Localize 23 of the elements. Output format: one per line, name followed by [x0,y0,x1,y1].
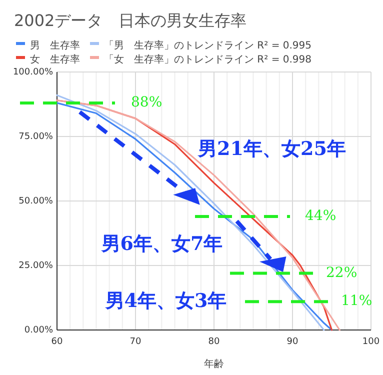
x-tick-label: 60 [51,337,63,347]
annotation: 男6年、女7年 [100,232,223,255]
x-tick-label: 70 [130,337,142,347]
legend-label: 「男 生存率」のトレンドライン R² = 0.995 [104,40,312,52]
y-tick-label: 100.00% [12,67,54,78]
ref-line-label: 88% [131,94,162,111]
chart-title: 2002データ 日本の男女生存率 [14,11,247,30]
x-tick-label: 80 [208,337,220,347]
y-tick-label: 50.00% [18,196,54,206]
x-tick-label: 90 [286,337,298,347]
ref-line-label: 22% [326,264,358,281]
legend-label: 男 生存率 [30,40,80,52]
annotation: 男4年、女3年 [104,290,227,312]
ref-line-label: 44% [305,208,336,224]
legend-label: 女 生存率 [30,54,80,66]
legend-label: 「女 生存率」のトレンドライン R² = 0.998 [104,54,312,66]
y-tick-label: 25.00% [18,260,54,271]
x-axis-title: 年齢 [204,358,224,370]
ref-line-label: 11% [341,293,372,310]
y-tick-label: 0.00% [24,325,54,336]
annotation: 男21年、女25年 [197,138,346,160]
y-tick-label: 75.00% [18,132,54,142]
x-tick-label: 100 [362,337,380,347]
